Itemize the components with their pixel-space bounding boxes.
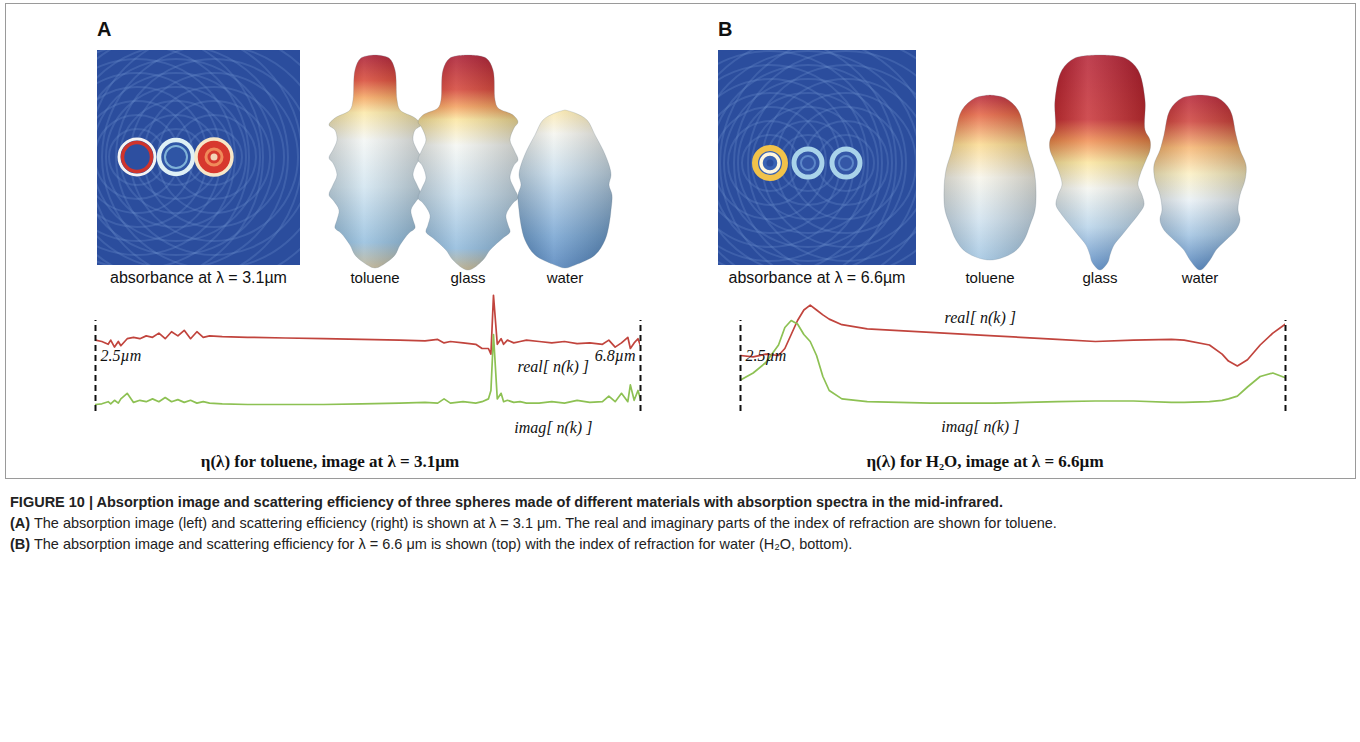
svg-text:water: water xyxy=(546,269,584,286)
svg-text:2.5µm: 2.5µm xyxy=(101,347,142,365)
svg-text:real[ n(k) ]: real[ n(k) ] xyxy=(518,358,589,376)
svg-text:real[ n(k) ]: real[ n(k) ] xyxy=(945,309,1016,327)
svg-text:imag[ n(k) ]: imag[ n(k) ] xyxy=(941,418,1019,436)
svg-text:6.8µm: 6.8µm xyxy=(595,347,636,365)
svg-text:glass: glass xyxy=(1082,269,1117,286)
svg-text:absorbance at λ = 6.6µm: absorbance at λ = 6.6µm xyxy=(729,269,906,286)
html-text:η(λ) for H₂O, image at λ = 6.6: η(λ) for H₂O, image at λ = 6.6µm xyxy=(866,452,1104,471)
svg-text:toluene: toluene xyxy=(350,269,399,286)
svg-text:2.5µm: 2.5µm xyxy=(746,347,787,365)
html-text:FIGURE 10 | Absorption image a: FIGURE 10 | Absorption image and scatter… xyxy=(10,494,1003,510)
svg-text:B: B xyxy=(718,18,732,40)
html-text:(B) The absorption image and s: (B) The absorption image and scattering … xyxy=(10,536,853,552)
html-text:(A) The absorption image (left: (A) The absorption image (left) and scat… xyxy=(10,515,1057,531)
svg-text:A: A xyxy=(97,18,111,40)
svg-text:imag[ n(k) ]: imag[ n(k) ] xyxy=(514,419,592,437)
html-text:η(λ) for toluene, image at λ =: η(λ) for toluene, image at λ = 3.1µm xyxy=(200,452,460,471)
svg-text:glass: glass xyxy=(450,269,485,286)
svg-text:water: water xyxy=(1181,269,1219,286)
svg-text:toluene: toluene xyxy=(965,269,1014,286)
svg-text:absorbance at λ = 3.1µm: absorbance at λ = 3.1µm xyxy=(110,269,287,286)
